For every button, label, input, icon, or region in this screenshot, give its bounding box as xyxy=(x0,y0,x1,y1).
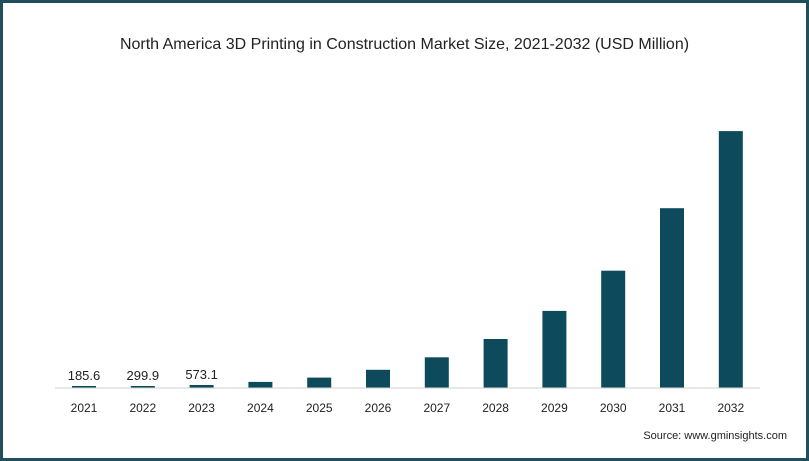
bar-2024 xyxy=(248,381,273,388)
bar-2021 xyxy=(72,386,96,388)
x-tick-label-2024: 2024 xyxy=(247,401,274,415)
bar-2029 xyxy=(542,310,567,388)
x-tick-label-2021: 2021 xyxy=(71,401,98,415)
bar-2028 xyxy=(483,339,508,388)
bar-2032 xyxy=(718,131,743,388)
bar-2025 xyxy=(307,377,332,388)
data-label-2022: 299.9 xyxy=(127,368,160,383)
x-tick-label-2032: 2032 xyxy=(717,401,744,415)
x-tick-label-2028: 2028 xyxy=(482,401,509,415)
x-tick-label-2023: 2023 xyxy=(188,401,215,415)
bar-2027 xyxy=(424,357,449,388)
bar-2030 xyxy=(601,270,626,388)
x-tick-label-2025: 2025 xyxy=(306,401,333,415)
source-note: Source: www.gminsights.com xyxy=(643,430,787,442)
chart-title: North America 3D Printing in Constructio… xyxy=(119,36,690,53)
x-tick-label-2030: 2030 xyxy=(600,401,627,415)
data-label-2023: 573.1 xyxy=(185,367,218,382)
x-tick-label-2027: 2027 xyxy=(423,401,450,415)
labels-group: 2021 185.6 2022 299.9 2023 573.1 2024 2025 2026 2… xyxy=(68,367,745,415)
bar-2031 xyxy=(660,208,684,388)
x-tick-label-2029: 2029 xyxy=(541,401,568,415)
bar-2026 xyxy=(366,369,390,388)
bar-2023 xyxy=(189,385,214,388)
x-tick-label-2031: 2031 xyxy=(659,401,686,415)
x-tick-label-2026: 2026 xyxy=(365,401,392,415)
bars-group xyxy=(72,131,743,388)
data-label-2021: 185.6 xyxy=(68,368,101,383)
x-tick-label-2022: 2022 xyxy=(129,401,156,415)
bar-2022 xyxy=(130,386,155,388)
